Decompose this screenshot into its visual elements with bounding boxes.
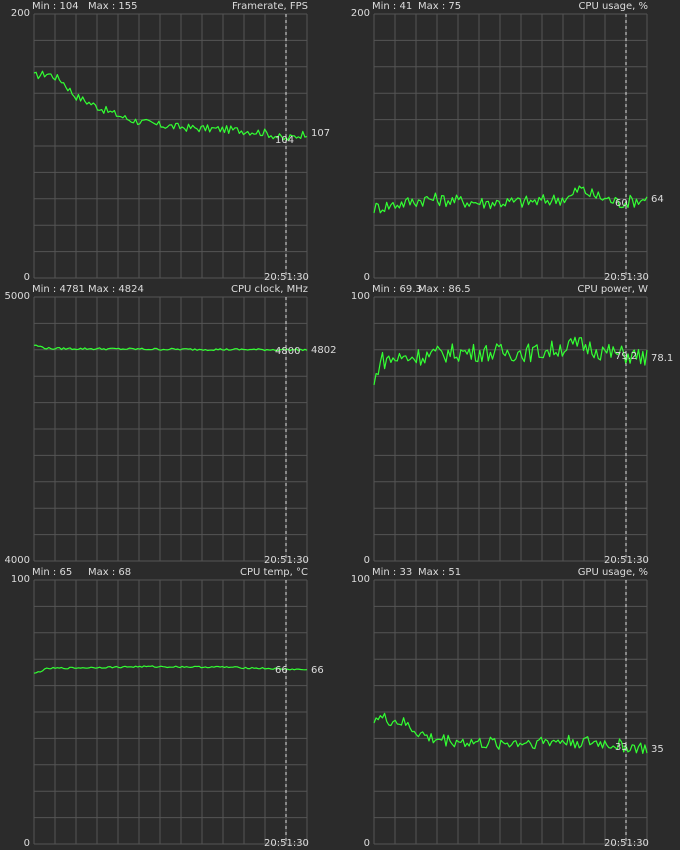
series-line <box>373 712 648 754</box>
min-label: Min : 65 <box>32 567 73 578</box>
max-label: Max : 4824 <box>88 284 144 295</box>
end-value-label: 35 <box>651 743 664 755</box>
y-min-label: 0 <box>363 555 370 566</box>
graph-title: CPU power, W <box>577 284 648 295</box>
y-min-label: 4000 <box>4 555 30 566</box>
current-value-label: 104 <box>275 135 295 147</box>
y-max-label: 200 <box>350 8 370 19</box>
time-label: 20:51:30 <box>264 555 309 566</box>
y-max-label: 100 <box>350 574 370 585</box>
y-min-label: 0 <box>23 272 30 283</box>
graph-title: CPU usage, % <box>578 1 648 12</box>
graph-title: CPU temp, °C <box>239 567 308 578</box>
y-max-label: 5000 <box>4 291 30 302</box>
graph-panel: Min : 41 Max : 75 CPU usage, % 200 0 20:51:30… <box>340 0 680 283</box>
y-min-label: 0 <box>363 272 370 283</box>
end-value-label: 64 <box>651 193 664 205</box>
y-min-label: 0 <box>363 838 370 849</box>
y-max-label: 200 <box>10 8 30 19</box>
end-value-label: 107 <box>311 127 331 139</box>
graph-panel: Min : 33 Max : 51 GPU usage, % 100 0 20:51:30… <box>340 566 680 849</box>
graph-canvas <box>373 579 648 845</box>
graph-canvas <box>33 13 308 279</box>
y-max-label: 100 <box>350 291 370 302</box>
max-label: Max : 155 <box>88 1 138 12</box>
grid <box>33 13 308 279</box>
grid <box>373 579 648 845</box>
time-label: 20:51:30 <box>604 555 649 566</box>
current-value-label: 66 <box>275 665 288 677</box>
max-label: Max : 86.5 <box>418 284 471 295</box>
graph-title: CPU clock, MHz <box>231 284 308 295</box>
series-line <box>373 336 648 386</box>
max-label: Max : 75 <box>418 1 462 12</box>
current-value-label: 79.2 <box>615 351 638 362</box>
grid <box>373 13 648 279</box>
time-label: 20:51:30 <box>264 272 309 283</box>
end-value-label: 66 <box>311 664 324 676</box>
min-label: Min : 41 <box>372 1 413 12</box>
graph-canvas <box>373 296 648 562</box>
max-label: Max : 68 <box>88 567 132 578</box>
graph-title: GPU usage, % <box>577 567 648 578</box>
grid <box>33 296 308 562</box>
time-label: 20:51:30 <box>264 838 309 849</box>
graph-canvas <box>33 579 308 845</box>
graph-canvas <box>373 13 648 279</box>
series-line <box>33 70 308 141</box>
y-min-label: 0 <box>23 838 30 849</box>
max-label: Max : 51 <box>418 567 462 578</box>
grid <box>33 579 308 845</box>
current-value-label: 33 <box>615 742 628 754</box>
end-value-label: 78.1 <box>651 352 674 364</box>
time-label: 20:51:30 <box>604 838 649 849</box>
series-line <box>33 344 308 352</box>
time-label: 20:51:30 <box>604 272 649 283</box>
graph-title: Framerate, FPS <box>232 1 308 12</box>
min-label: Min : 104 <box>32 1 79 12</box>
series-line <box>373 185 648 214</box>
graph-panel: Min : 104 Max : 155 Framerate, FPS 200 0 20:5… <box>0 0 340 283</box>
min-label: Min : 69.3 <box>372 284 422 295</box>
graph-panel: Min : 65 Max : 68 CPU temp, °C 100 0 20:51:30… <box>0 566 340 849</box>
grid <box>373 296 648 562</box>
series-line <box>33 665 308 674</box>
graph-panel: Min : 69.3 Max : 86.5 CPU power, W 100 0 20:5… <box>340 283 680 566</box>
current-value-label: 60 <box>615 197 628 209</box>
end-value-label: 4802 <box>311 344 337 356</box>
min-label: Min : 4781 <box>32 284 85 295</box>
graph-panel: Min : 4781 Max : 4824 CPU clock, MHz 5000 40… <box>0 283 340 566</box>
y-max-label: 100 <box>10 574 30 585</box>
current-value-label: 4800 <box>275 345 301 357</box>
graph-canvas <box>33 296 308 562</box>
min-label: Min : 33 <box>372 567 413 578</box>
